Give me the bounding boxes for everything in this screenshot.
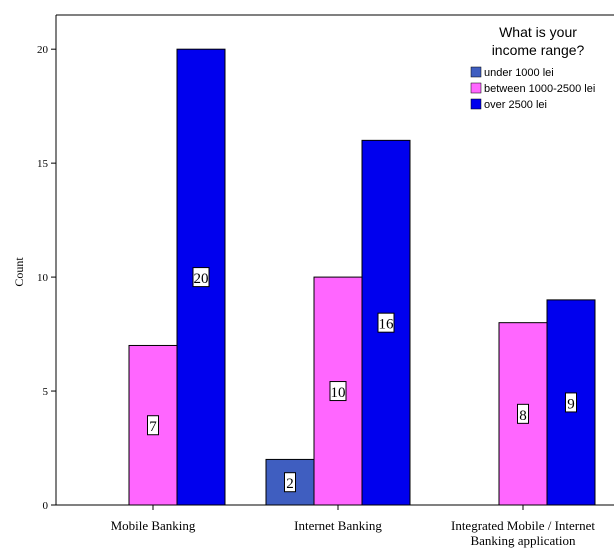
y-tick-label: 10 — [37, 272, 49, 284]
legend-entry: over 2500 lei — [484, 99, 547, 111]
data-label: 9 — [567, 396, 575, 412]
legend-swatch — [470, 66, 482, 78]
data-label: 8 — [519, 408, 527, 424]
x-tick-label: Mobile Banking — [111, 518, 196, 533]
x-tick-label: Banking application — [470, 533, 576, 548]
y-tick-label: 0 — [43, 500, 49, 512]
y-tick-label: 20 — [37, 44, 49, 56]
y-axis-label: Count — [12, 257, 26, 287]
data-label: 20 — [194, 271, 209, 287]
x-tick-labels: Mobile Banking Internet Banking Integrated… — [111, 518, 596, 548]
legend-entry: under 1000 lei — [484, 67, 554, 79]
data-label-box — [284, 472, 296, 493]
data-label: 16 — [379, 317, 395, 333]
data-label: 2 — [286, 476, 294, 492]
data-label-box — [565, 392, 577, 413]
y-tick-label: 15 — [37, 158, 49, 170]
y-tick-label: 5 — [43, 386, 49, 398]
data-label-box — [192, 267, 210, 288]
x-tick-label: Integrated Mobile / Internet — [451, 518, 595, 533]
legend-swatch — [470, 82, 482, 94]
data-label: 10 — [331, 385, 346, 401]
legend-entry: between 1000-2500 lei — [484, 83, 595, 95]
legend-swatch — [470, 98, 482, 110]
data-label-box — [517, 403, 529, 424]
data-label-box — [147, 415, 159, 436]
data-labels: 7 20 2 10 16 8 9 — [147, 267, 577, 493]
data-label: 7 — [149, 419, 157, 435]
legend-title: income range? — [492, 42, 585, 58]
x-tick-label: Internet Banking — [294, 518, 382, 533]
data-label-box — [329, 381, 347, 402]
legend-title: What is your — [499, 24, 577, 40]
data-label-box — [377, 312, 395, 333]
legend: What is your income range? under 1000 lei b… — [470, 24, 595, 111]
